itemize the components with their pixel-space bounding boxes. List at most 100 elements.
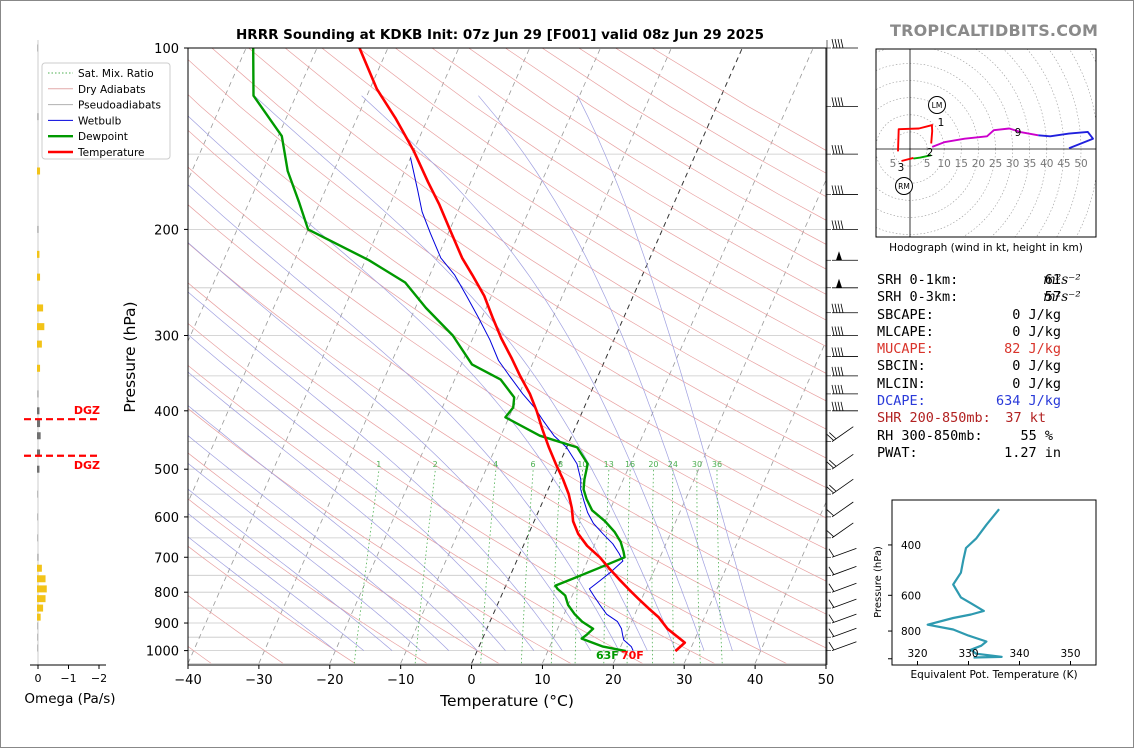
wind-barb-pennant [836, 251, 842, 261]
thetae-x-label: Equivalent Pot. Temperature (K) [910, 669, 1077, 681]
hodo-ring-label: 50 [1074, 158, 1087, 170]
dgz-label: DGZ [74, 459, 100, 472]
wind-barb [826, 453, 854, 470]
wind-barb-feather [837, 220, 841, 230]
stat-label: RH 300-850mb: [877, 427, 983, 444]
hodo-ring-label: 15 [955, 158, 968, 170]
stat-unit: m²s⁻² [1043, 272, 1081, 288]
y-tick-label: 900 [154, 617, 179, 632]
y-tick-label: 100 [154, 42, 179, 57]
wind-barb-feather [826, 530, 834, 538]
wind-barb-staff [831, 582, 857, 593]
wind-barb-feather [826, 486, 834, 494]
x-tick-label: −10 [387, 673, 414, 688]
mixing-ratio-line [574, 469, 583, 664]
pseudoadiabat-line [254, 95, 677, 651]
stat-row: SRH 0-1km: 61 m²s⁻² [877, 272, 1117, 289]
pseudoadiabat-line [188, 115, 648, 651]
wind-barb-feather [828, 583, 835, 592]
mixing-ratio-line [414, 469, 436, 664]
wind-barb-feather [840, 384, 844, 394]
dry-adiabat-line [188, 408, 571, 664]
pseudoadiabat-line [188, 334, 535, 651]
stat-value: 0 J/kg [1012, 375, 1061, 392]
stat-row: SHR 200-850mb: 37 kt [877, 410, 1117, 427]
wind-barb [828, 566, 857, 576]
mixing-ratio-label: 20 [648, 460, 658, 469]
stat-row: DCAPE: 634 J/kg [877, 393, 1117, 410]
legend-item: Pseudoadiabats [78, 100, 161, 112]
stat-row: RH 300-850mb: 55 % [877, 428, 1117, 445]
mixing-ratio-label: 4 [493, 460, 498, 469]
temperature-profile [358, 48, 687, 653]
isotherm-line [258, 48, 531, 664]
omega-bar [37, 564, 42, 572]
x-tick-label: 50 [818, 673, 835, 688]
wind-barb-feather [837, 347, 841, 357]
thetae-y-tick-label: 800 [901, 626, 921, 638]
stat-row: PWAT: 1.27 in [877, 445, 1117, 462]
hodo-trace [897, 124, 934, 152]
wind-barb-staff [831, 522, 854, 539]
mixing-ratio-label: 2 [433, 460, 438, 469]
wind-barb-feather [828, 614, 835, 623]
wind-barb-feather [837, 97, 841, 107]
wind-barb [826, 426, 854, 442]
thetae-frame [891, 499, 1097, 666]
legend-item: Dewpoint [78, 131, 128, 143]
thetae-y-tick-label: 600 [901, 590, 921, 602]
omega-bar [37, 407, 40, 415]
thetae-panel [926, 508, 1003, 659]
legend-item: Sat. Mix. Ratio [78, 68, 154, 80]
x-axis-label: Temperature (°C) [439, 692, 574, 710]
wind-barb-feather [831, 145, 835, 155]
dry-adiabat-line [188, 129, 826, 550]
wind-barb-feather [837, 38, 841, 49]
stat-row: SRH 0-3km: 57 m²s⁻² [877, 289, 1117, 306]
pseudoadiabat-line [188, 405, 478, 651]
pseudoadiabat-line [188, 462, 421, 651]
x-tick-label: 30 [676, 673, 693, 688]
omega-bar [37, 449, 41, 457]
x-tick-label: −40 [174, 673, 201, 688]
wind-barb-feather [828, 566, 835, 575]
wind-barb-feather [831, 185, 835, 195]
stat-value: 0 J/kg [1012, 306, 1061, 323]
wind-barb-feather [831, 326, 835, 336]
wind-barb-staff [831, 547, 857, 558]
pseudoadiabat-line [188, 184, 620, 651]
y-tick-label: 800 [154, 586, 179, 601]
omega-tick-label: 0 [35, 672, 42, 685]
wind-barb-pennant [836, 278, 842, 288]
y-tick-label: 300 [154, 330, 179, 345]
wind-barb [828, 641, 857, 651]
mixing-ratio-line [550, 469, 562, 664]
wind-barb-feather [834, 38, 838, 49]
stat-value: 0 J/kg [1012, 323, 1061, 340]
omega-bar [37, 585, 47, 593]
stat-label: MLCAPE: [877, 323, 934, 340]
dry-adiabat-line [188, 59, 826, 488]
thetae-x-tick-label: 350 [1060, 648, 1080, 660]
stat-value: 37 kt [1005, 410, 1046, 427]
isotherm-line [188, 48, 318, 343]
wind-barb-feather [831, 38, 835, 49]
legend-item: Temperature [77, 147, 145, 159]
wind-barb-feather [831, 366, 835, 376]
wind-barb [828, 547, 857, 558]
chart-title: HRRR Sounding at KDKB Init: 07z Jun 29 [… [236, 27, 764, 43]
omega-bar [37, 273, 41, 281]
y-axis-label: Pressure (hPa) [121, 301, 139, 412]
dry-adiabat-line [248, 48, 826, 430]
mixing-ratio-label: 16 [625, 460, 635, 469]
wind-barb-feather [840, 366, 844, 376]
surface-temperature-label: 70F [621, 649, 644, 662]
omega-bar [37, 44, 39, 52]
isotherm-line [0, 48, 33, 663]
wind-barb-feather [828, 628, 835, 637]
hodo-ring-label: 35 [1023, 158, 1036, 170]
wind-barb-feather [826, 433, 834, 441]
wind-barb-feather [834, 401, 838, 411]
wind-barb-feather [840, 38, 844, 49]
pseudoadiabat-line [188, 371, 506, 651]
